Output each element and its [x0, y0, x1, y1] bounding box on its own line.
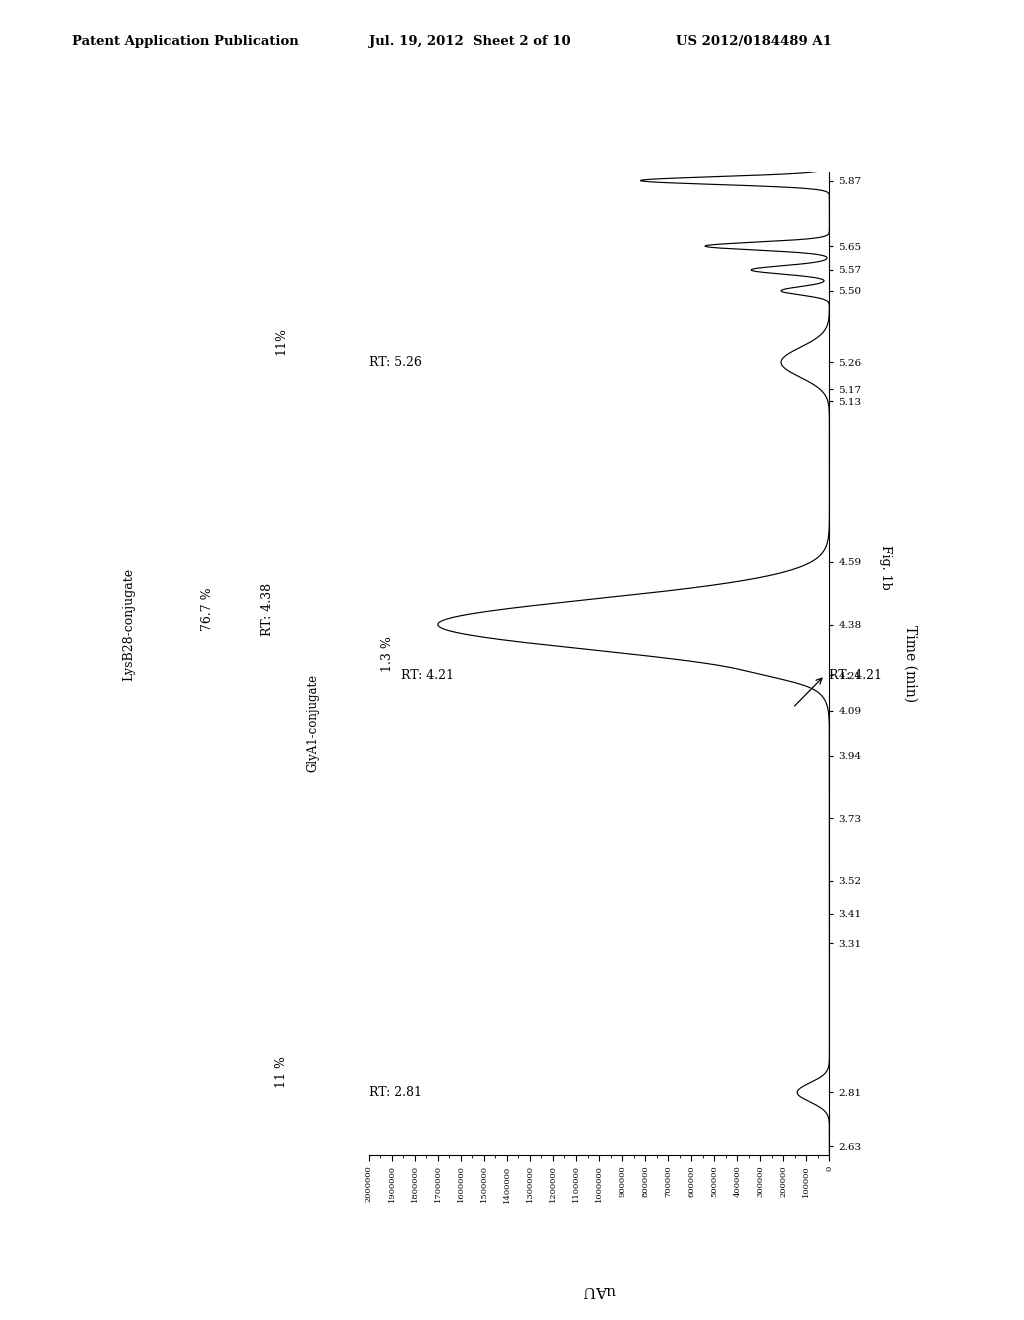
Text: 76.7 %: 76.7 % [201, 587, 214, 631]
Text: RT: 2.81: RT: 2.81 [369, 1086, 422, 1100]
Y-axis label: Time (min): Time (min) [903, 624, 918, 702]
X-axis label: uAU: uAU [583, 1283, 615, 1298]
Text: 11%: 11% [274, 327, 288, 355]
Text: RT: 4.38: RT: 4.38 [261, 583, 273, 636]
Text: GlyA1-conjugate: GlyA1-conjugate [307, 673, 319, 772]
Text: 1.3 %: 1.3 % [381, 636, 393, 672]
Text: LysB28-conjugate: LysB28-conjugate [123, 568, 135, 681]
Text: US 2012/0184489 A1: US 2012/0184489 A1 [676, 34, 831, 48]
Text: Fig. 1b: Fig. 1b [880, 545, 892, 590]
Text: RT: 5.26: RT: 5.26 [369, 356, 422, 368]
Text: RT: 4.21: RT: 4.21 [829, 669, 883, 681]
Text: 11 %: 11 % [274, 1056, 288, 1088]
Text: RT: 4.21: RT: 4.21 [401, 669, 454, 681]
Text: Jul. 19, 2012  Sheet 2 of 10: Jul. 19, 2012 Sheet 2 of 10 [369, 34, 570, 48]
Text: Patent Application Publication: Patent Application Publication [72, 34, 298, 48]
